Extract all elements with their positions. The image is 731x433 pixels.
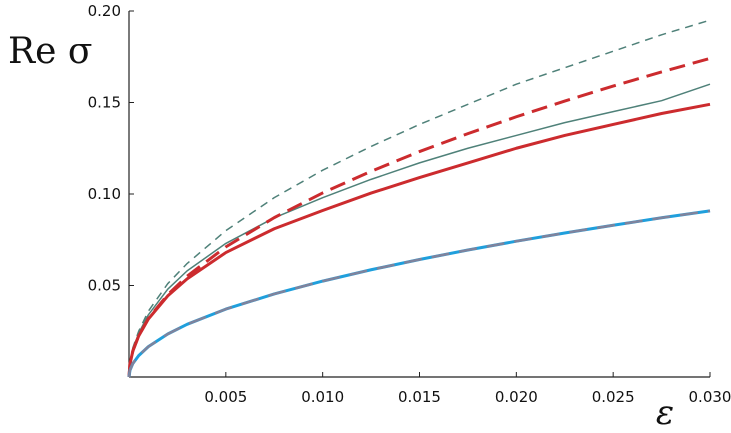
x-tick-label-0.025: 0.025 [592, 388, 635, 406]
x-tick-label-0.020: 0.020 [495, 388, 538, 406]
series-line-3 [127, 56, 711, 378]
labels-group: Re σ ε [8, 31, 674, 433]
series-line-1 [128, 19, 711, 378]
series-line-5 [127, 209, 711, 378]
x-tick-label-0.010: 0.010 [301, 388, 344, 406]
x-tick-label-0.030: 0.030 [689, 388, 731, 406]
axes-group [128, 11, 710, 378]
y-tick-label-0.05: 0.05 [88, 277, 121, 295]
x-tick-label-0.015: 0.015 [398, 388, 441, 406]
y-tick-label-0.15: 0.15 [88, 94, 121, 112]
series-line-6 [127, 209, 711, 378]
x-axis-label: ε [656, 393, 674, 433]
series-group [127, 19, 711, 378]
y-axis-label: Re σ [8, 31, 92, 72]
y-tick-label-0.10: 0.10 [88, 185, 121, 203]
x-tick-label-0.005: 0.005 [204, 388, 247, 406]
series-line-2 [128, 83, 711, 378]
ticks-group: 0.005 0.010 0.015 0.020 0.025 0.030 0.05 0.10 0.… [88, 2, 731, 406]
series-line-4 [127, 102, 711, 378]
y-tick-label-0.20: 0.20 [88, 2, 121, 20]
